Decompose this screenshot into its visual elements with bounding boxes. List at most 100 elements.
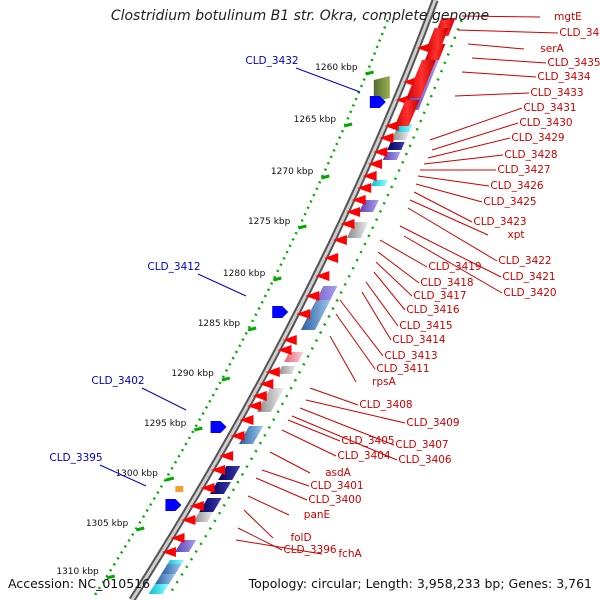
tick-mark — [221, 376, 231, 382]
reverse-gene-leader — [373, 271, 406, 311]
reverse-gene-arrow — [296, 309, 311, 319]
accession-label: Accession: NC_010516 — [8, 576, 151, 591]
reverse-gene-leader — [429, 107, 523, 141]
tick-label: 1290 kbp — [171, 369, 214, 379]
tick-label: 1270 kbp — [271, 167, 314, 177]
reverse-gene-leader — [409, 199, 489, 236]
gene-feature-box — [256, 388, 285, 412]
reverse-gene-arrow — [340, 219, 355, 229]
reverse-gene-label: CLD_3420 — [503, 287, 556, 299]
reverse-gene-arrow — [219, 451, 234, 461]
reverse-gene-arrow — [332, 235, 347, 245]
tick-label: 1305 kbp — [86, 519, 129, 529]
reverse-gene-leader — [423, 154, 504, 165]
reverse-gene-leader — [407, 207, 498, 262]
tick-mark — [272, 276, 282, 282]
reverse-gene-label: CLD_3417 — [413, 290, 466, 302]
reverse-gene-arrow — [351, 195, 366, 205]
reverse-gene-arrow — [373, 147, 388, 157]
tick-mark — [194, 426, 203, 432]
reverse-gene-block — [406, 60, 436, 98]
reverse-gene-label: mgtE — [554, 11, 582, 23]
reverse-gene-label: CLD_3409 — [406, 417, 459, 429]
reverse-gene-leader — [255, 477, 308, 501]
reverse-gene-label: CLD_3434 — [537, 71, 591, 83]
reverse-gene-label: CLD_3427 — [497, 164, 550, 176]
reverse-gene-arrow — [265, 367, 280, 377]
reverse-gene-label: CLD_3414 — [392, 334, 446, 346]
reverse-gene-arrow — [357, 183, 372, 193]
reverse-gene-arrow — [379, 133, 394, 143]
tick-label: 1285 kbp — [198, 319, 241, 329]
reverse-gene-label: CLD_3426 — [490, 180, 544, 192]
tick-mark — [106, 574, 116, 580]
reverse-gene-leader — [403, 235, 503, 294]
tick-label: 1295 kbp — [144, 419, 187, 429]
gene-feature-box — [391, 132, 410, 140]
gene-feature-box — [209, 482, 232, 494]
gene-feature-box — [346, 222, 369, 238]
reverse-gene-arrow — [230, 431, 245, 441]
reverse-gene-label: asdA — [325, 467, 352, 479]
reverse-gene-leader — [291, 415, 398, 461]
reverse-gene-leader — [281, 429, 337, 457]
tick-mark — [165, 476, 175, 482]
reverse-gene-arrow — [200, 483, 215, 493]
gene-feature-box — [218, 466, 241, 480]
reverse-gene-arrow — [259, 379, 274, 389]
tick-mark — [135, 526, 145, 532]
reverse-gene-arrow — [384, 121, 399, 131]
forward-gene-box — [175, 486, 184, 492]
reverse-gene-label: CLD_3406 — [398, 454, 452, 466]
reverse-gene-label: CLD_3418 — [420, 277, 473, 289]
forward-gene-leader — [141, 387, 187, 411]
reverse-gene-label: serA — [540, 43, 564, 55]
gene-feature-box — [148, 584, 169, 594]
reverse-gene-leader — [375, 261, 413, 297]
reverse-gene-label: panE — [304, 509, 330, 521]
reverse-gene-label: CLD_3416 — [406, 304, 460, 316]
forward-gene-arrow — [210, 421, 227, 433]
forward-gene-arrow — [369, 96, 386, 108]
reverse-gene-label: CLD_3423 — [473, 216, 526, 228]
reverse-gene-label: CLD_3421 — [502, 271, 555, 283]
forward-gene-leader — [295, 67, 361, 93]
reverse-gene-label: CLD_3404 — [337, 450, 391, 462]
outer-tick-ring — [93, 19, 389, 597]
gene-feature-box — [238, 426, 264, 444]
reverse-gene-leader — [399, 225, 502, 278]
reverse-gene-label: CLD_3408 — [359, 399, 412, 411]
reverse-gene-arrow — [161, 547, 176, 557]
reverse-gene-leader — [287, 419, 341, 442]
forward-gene-label: CLD_3412 — [147, 261, 200, 273]
reverse-gene-arrow — [211, 465, 226, 475]
forward-gene-arrow — [165, 499, 182, 511]
reverse-gene-leader — [269, 451, 311, 474]
gene-feature-box — [277, 366, 297, 374]
reverse-gene-leader — [461, 15, 541, 18]
reverse-gene-label: CLD_3400 — [308, 494, 361, 506]
reverse-gene-label: xpt — [508, 229, 525, 241]
reverse-gene-leader — [417, 175, 490, 187]
reverse-gene-label: CLD_3405 — [341, 435, 394, 447]
forward-gene-leader — [99, 464, 147, 487]
tick-label: 1260 kbp — [315, 63, 358, 73]
reverse-gene-leader — [471, 57, 547, 64]
tick-mark — [247, 326, 257, 332]
reverse-gene-label: CLD_3435 — [547, 57, 600, 69]
reverse-gene-arrow — [324, 253, 339, 263]
gene-feature-box — [387, 142, 405, 150]
reverse-gene-leader — [467, 43, 525, 50]
reverse-gene-leader — [415, 183, 483, 203]
reverse-gene-label: CLD_3407 — [395, 439, 448, 451]
reverse-gene-label: CLD_3430 — [519, 117, 572, 129]
reverse-gene-arrow — [277, 345, 292, 355]
genome-backbone-highlight — [130, 0, 437, 600]
forward-gene-label: CLD_3402 — [91, 375, 144, 387]
topology-label: Topology: circular; Length: 3,958,233 bp… — [248, 576, 592, 591]
reverse-gene-label: CLD_3431 — [523, 102, 576, 114]
forward-gene-label: CLD_3395 — [49, 452, 102, 464]
reverse-gene-arrow — [181, 515, 196, 525]
gene-feature-box — [193, 512, 214, 522]
